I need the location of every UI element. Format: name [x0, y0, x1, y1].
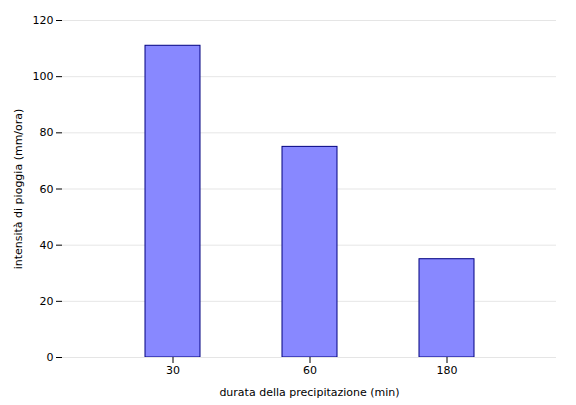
svg-text:120: 120	[33, 14, 54, 27]
svg-text:durata della precipitazione (m: durata della precipitazione (min)	[219, 386, 399, 399]
svg-text:60: 60	[40, 183, 54, 196]
svg-text:20: 20	[40, 295, 54, 308]
svg-text:0: 0	[47, 351, 54, 364]
svg-text:60: 60	[303, 364, 317, 377]
svg-text:100: 100	[33, 70, 54, 83]
svg-text:80: 80	[40, 126, 54, 139]
svg-text:30: 30	[166, 364, 180, 377]
svg-text:intensità di pioggia (mm/ora): intensità di pioggia (mm/ora)	[12, 109, 25, 270]
svg-text:180: 180	[437, 364, 458, 377]
svg-text:40: 40	[40, 239, 54, 252]
